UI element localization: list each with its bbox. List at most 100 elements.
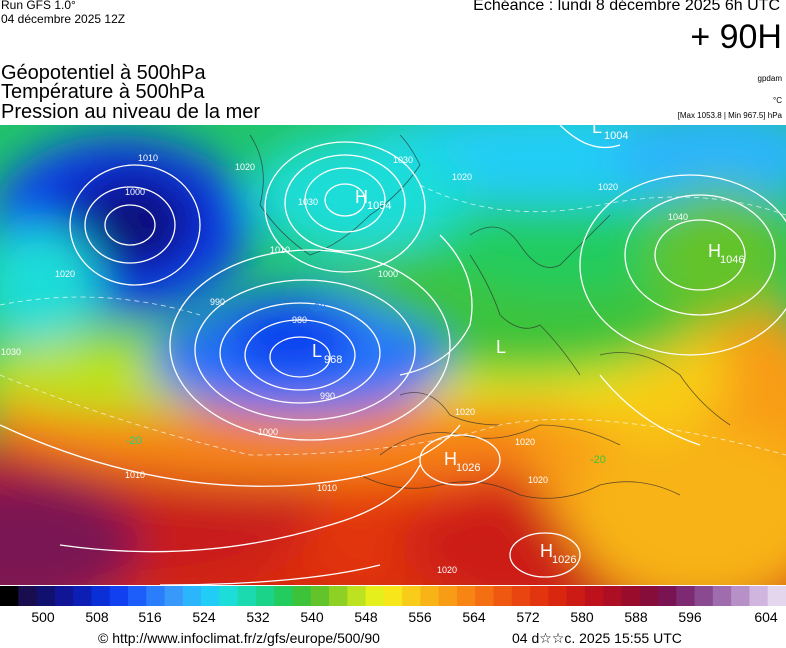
low-pressure-center: L 968: [312, 341, 342, 366]
colorbar-swatch: [676, 586, 696, 606]
pressure-center-letter: L: [496, 337, 506, 357]
coastlines: [249, 134, 731, 499]
pressure-center-letter: H: [708, 241, 721, 261]
colorbar-swatch: [201, 586, 220, 606]
high-pressure-center: H 1026: [540, 541, 576, 566]
unit-gpdam: gpdam: [757, 74, 782, 83]
colorbar-swatch: [91, 586, 111, 606]
colorbar-swatch: [0, 586, 19, 606]
colorbar-swatch: [712, 586, 732, 606]
isobar-label: 1000: [125, 187, 145, 197]
colorbar-swatch: [731, 586, 751, 606]
colorbar-tick-label: 596: [678, 609, 702, 625]
colorbar-swatch: [493, 586, 513, 606]
colorbar-swatch: [456, 586, 476, 606]
colorbar-swatch: [146, 586, 166, 606]
colorbar-swatch: [639, 586, 659, 606]
low-pressure-center: L: [496, 337, 506, 357]
isobar-label: 1010: [125, 470, 145, 480]
colorbar-swatch: [383, 586, 403, 606]
colorbar-tick-label: 524: [192, 609, 216, 625]
colorbar-swatch: [36, 586, 56, 606]
unit-celsius: °C: [773, 96, 782, 105]
colorbar-swatch: [182, 586, 202, 606]
colorbar-tick-label: 604: [754, 609, 778, 625]
colorbar-swatch: [438, 586, 458, 606]
isobar-label: 1020: [452, 172, 472, 182]
colorbar-tick-label: 556: [408, 609, 432, 625]
colorbar-swatch: [749, 586, 769, 606]
colorbar-swatch: [511, 586, 531, 606]
isobar-label: 1000: [378, 269, 398, 279]
isobar-label: 1010: [317, 483, 337, 493]
isobar-labels: 1010 1000 1020 1030 1020 1000 990 980 990 1000 101…: [1, 153, 688, 575]
colorbar-tick-label: 572: [516, 609, 540, 625]
colorbar-swatch: [603, 586, 623, 606]
pressure-center-letter: H: [540, 541, 553, 561]
pressure-center-letter: H: [355, 187, 368, 207]
isobar-label: 1020: [598, 182, 618, 192]
isobar-label: 990: [210, 297, 225, 307]
colorbar-swatch: [584, 586, 604, 606]
high-pressure-center: H 1054: [355, 187, 391, 212]
pressure-center-letter: L: [312, 341, 322, 361]
colorbar-swatch: [164, 586, 184, 606]
copyright-link[interactable]: © http://www.infoclimat.fr/z/gfs/europe/…: [98, 630, 380, 646]
colorbar-swatch: [365, 586, 385, 606]
colorbar-swatch: [658, 586, 677, 606]
colorbar-tick-label: 564: [462, 609, 486, 625]
colorbar-swatch: [329, 586, 348, 606]
high-pressure-center: H 1026: [444, 449, 480, 474]
colorbar-swatch: [347, 586, 367, 606]
isobar-label: 1020: [55, 269, 75, 279]
isotherms: [0, 184, 786, 456]
colorbar-swatch: [767, 586, 786, 606]
isobar-label: 1010: [138, 153, 158, 163]
generation-timestamp: 04 d☆☆c. 2025 15:55 UTC: [512, 630, 682, 646]
forecast-valid-time: Echéance : lundi 8 décembre 2025 6h UTC: [473, 0, 780, 14]
temperature-labels: -20 -30 -20: [126, 302, 606, 466]
colorbar-swatch: [73, 586, 92, 606]
forecast-hour: + 90H: [690, 18, 782, 56]
isobar-label: 1020: [528, 475, 548, 485]
colorbar-tick-label: 580: [570, 609, 594, 625]
colorbar-swatch: [219, 586, 239, 606]
isobar-label: 1030: [1, 347, 21, 357]
colorbar-swatch: [18, 586, 38, 606]
colorbar-swatch: [109, 586, 129, 606]
high-pressure-center: H 1046: [708, 241, 744, 266]
colorbar-swatch: [255, 586, 275, 606]
pressure-center-value: 1004: [604, 130, 628, 142]
isotherm-label: -20: [590, 454, 606, 466]
low-pressure-center: L 1004: [592, 125, 628, 142]
isobar-label: 1000: [258, 427, 278, 437]
colorbar-swatch: [621, 586, 641, 606]
colorbar-swatch: [420, 586, 440, 606]
isotherm-label: -20: [126, 435, 142, 447]
isotherm-label: -30: [310, 302, 326, 314]
pressure-center-letter: L: [592, 125, 602, 137]
colorbar-tick-label: 540: [300, 609, 324, 625]
isobar-label: 1020: [437, 565, 457, 575]
title-temperature: Température à 500hPa: [1, 81, 205, 103]
isobar-label: 1020: [455, 407, 475, 417]
max-min-pressure: [Max 1053.8 | Min 967.5] hPa: [677, 111, 782, 120]
colorbar-tick-label: 548: [354, 609, 378, 625]
isobar-label: 1020: [515, 437, 535, 447]
title-pressure: Pression au niveau de la mer: [1, 101, 261, 123]
colorbar-swatch: [237, 586, 257, 606]
run-date: 04 décembre 2025 12Z: [1, 12, 126, 26]
colorbar-swatch: [548, 586, 568, 606]
colorbar-swatch: [402, 586, 422, 606]
pressure-center-value: 968: [324, 354, 342, 366]
pressure-center-letter: H: [444, 449, 457, 469]
isobar-label: 980: [292, 315, 307, 325]
colorbar-swatch: [310, 586, 330, 606]
colorbar-tick-label: 516: [138, 609, 162, 625]
colorbar-swatch: [530, 586, 549, 606]
colorbar-swatch: [127, 586, 147, 606]
colorbar-swatch: [694, 586, 714, 606]
isobar-label: 1030: [298, 197, 318, 207]
